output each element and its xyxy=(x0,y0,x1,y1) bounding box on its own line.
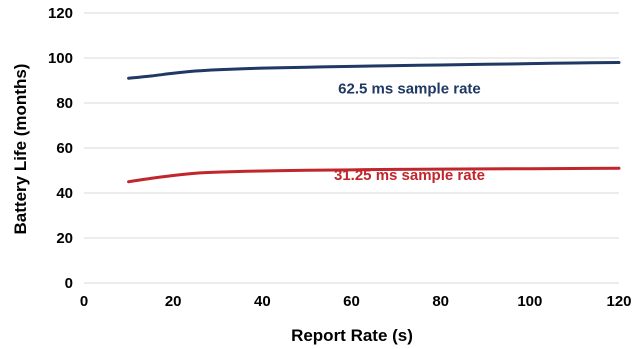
x-axis-title: Report Rate (s) xyxy=(291,326,413,345)
y-tick-label-60: 60 xyxy=(56,140,73,157)
y-axis-title: Battery Life (months) xyxy=(11,64,30,235)
series-label-1: 62.5 ms sample rate xyxy=(338,80,481,97)
x-tick-label-120: 120 xyxy=(606,293,631,310)
series-lines xyxy=(127,61,621,184)
series-line-2 xyxy=(127,166,621,184)
x-tick-label-40: 40 xyxy=(254,293,271,310)
x-tick-label-100: 100 xyxy=(517,293,542,310)
x-tick-label-80: 80 xyxy=(432,293,449,310)
y-tick-label-0: 0 xyxy=(65,275,73,292)
y-tick-label-40: 40 xyxy=(56,185,73,202)
x-tick-label-20: 20 xyxy=(165,293,182,310)
y-tick-label-20: 20 xyxy=(56,230,73,247)
series-line-1 xyxy=(127,61,621,80)
y-tick-label-120: 120 xyxy=(48,5,73,22)
series-labels: 62.5 ms sample rate 31.25 ms sample rate xyxy=(334,80,485,184)
gridlines xyxy=(84,12,619,284)
x-tick-label-60: 60 xyxy=(343,293,360,310)
y-axis-ticks: 0 20 40 60 80 100 120 xyxy=(48,5,73,292)
x-axis-ticks: 0 20 40 60 80 100 120 xyxy=(80,293,632,310)
x-tick-label-0: 0 xyxy=(80,293,88,310)
series-label-2: 31.25 ms sample rate xyxy=(334,167,485,184)
y-tick-label-80: 80 xyxy=(56,95,73,112)
y-tick-label-100: 100 xyxy=(48,50,73,67)
